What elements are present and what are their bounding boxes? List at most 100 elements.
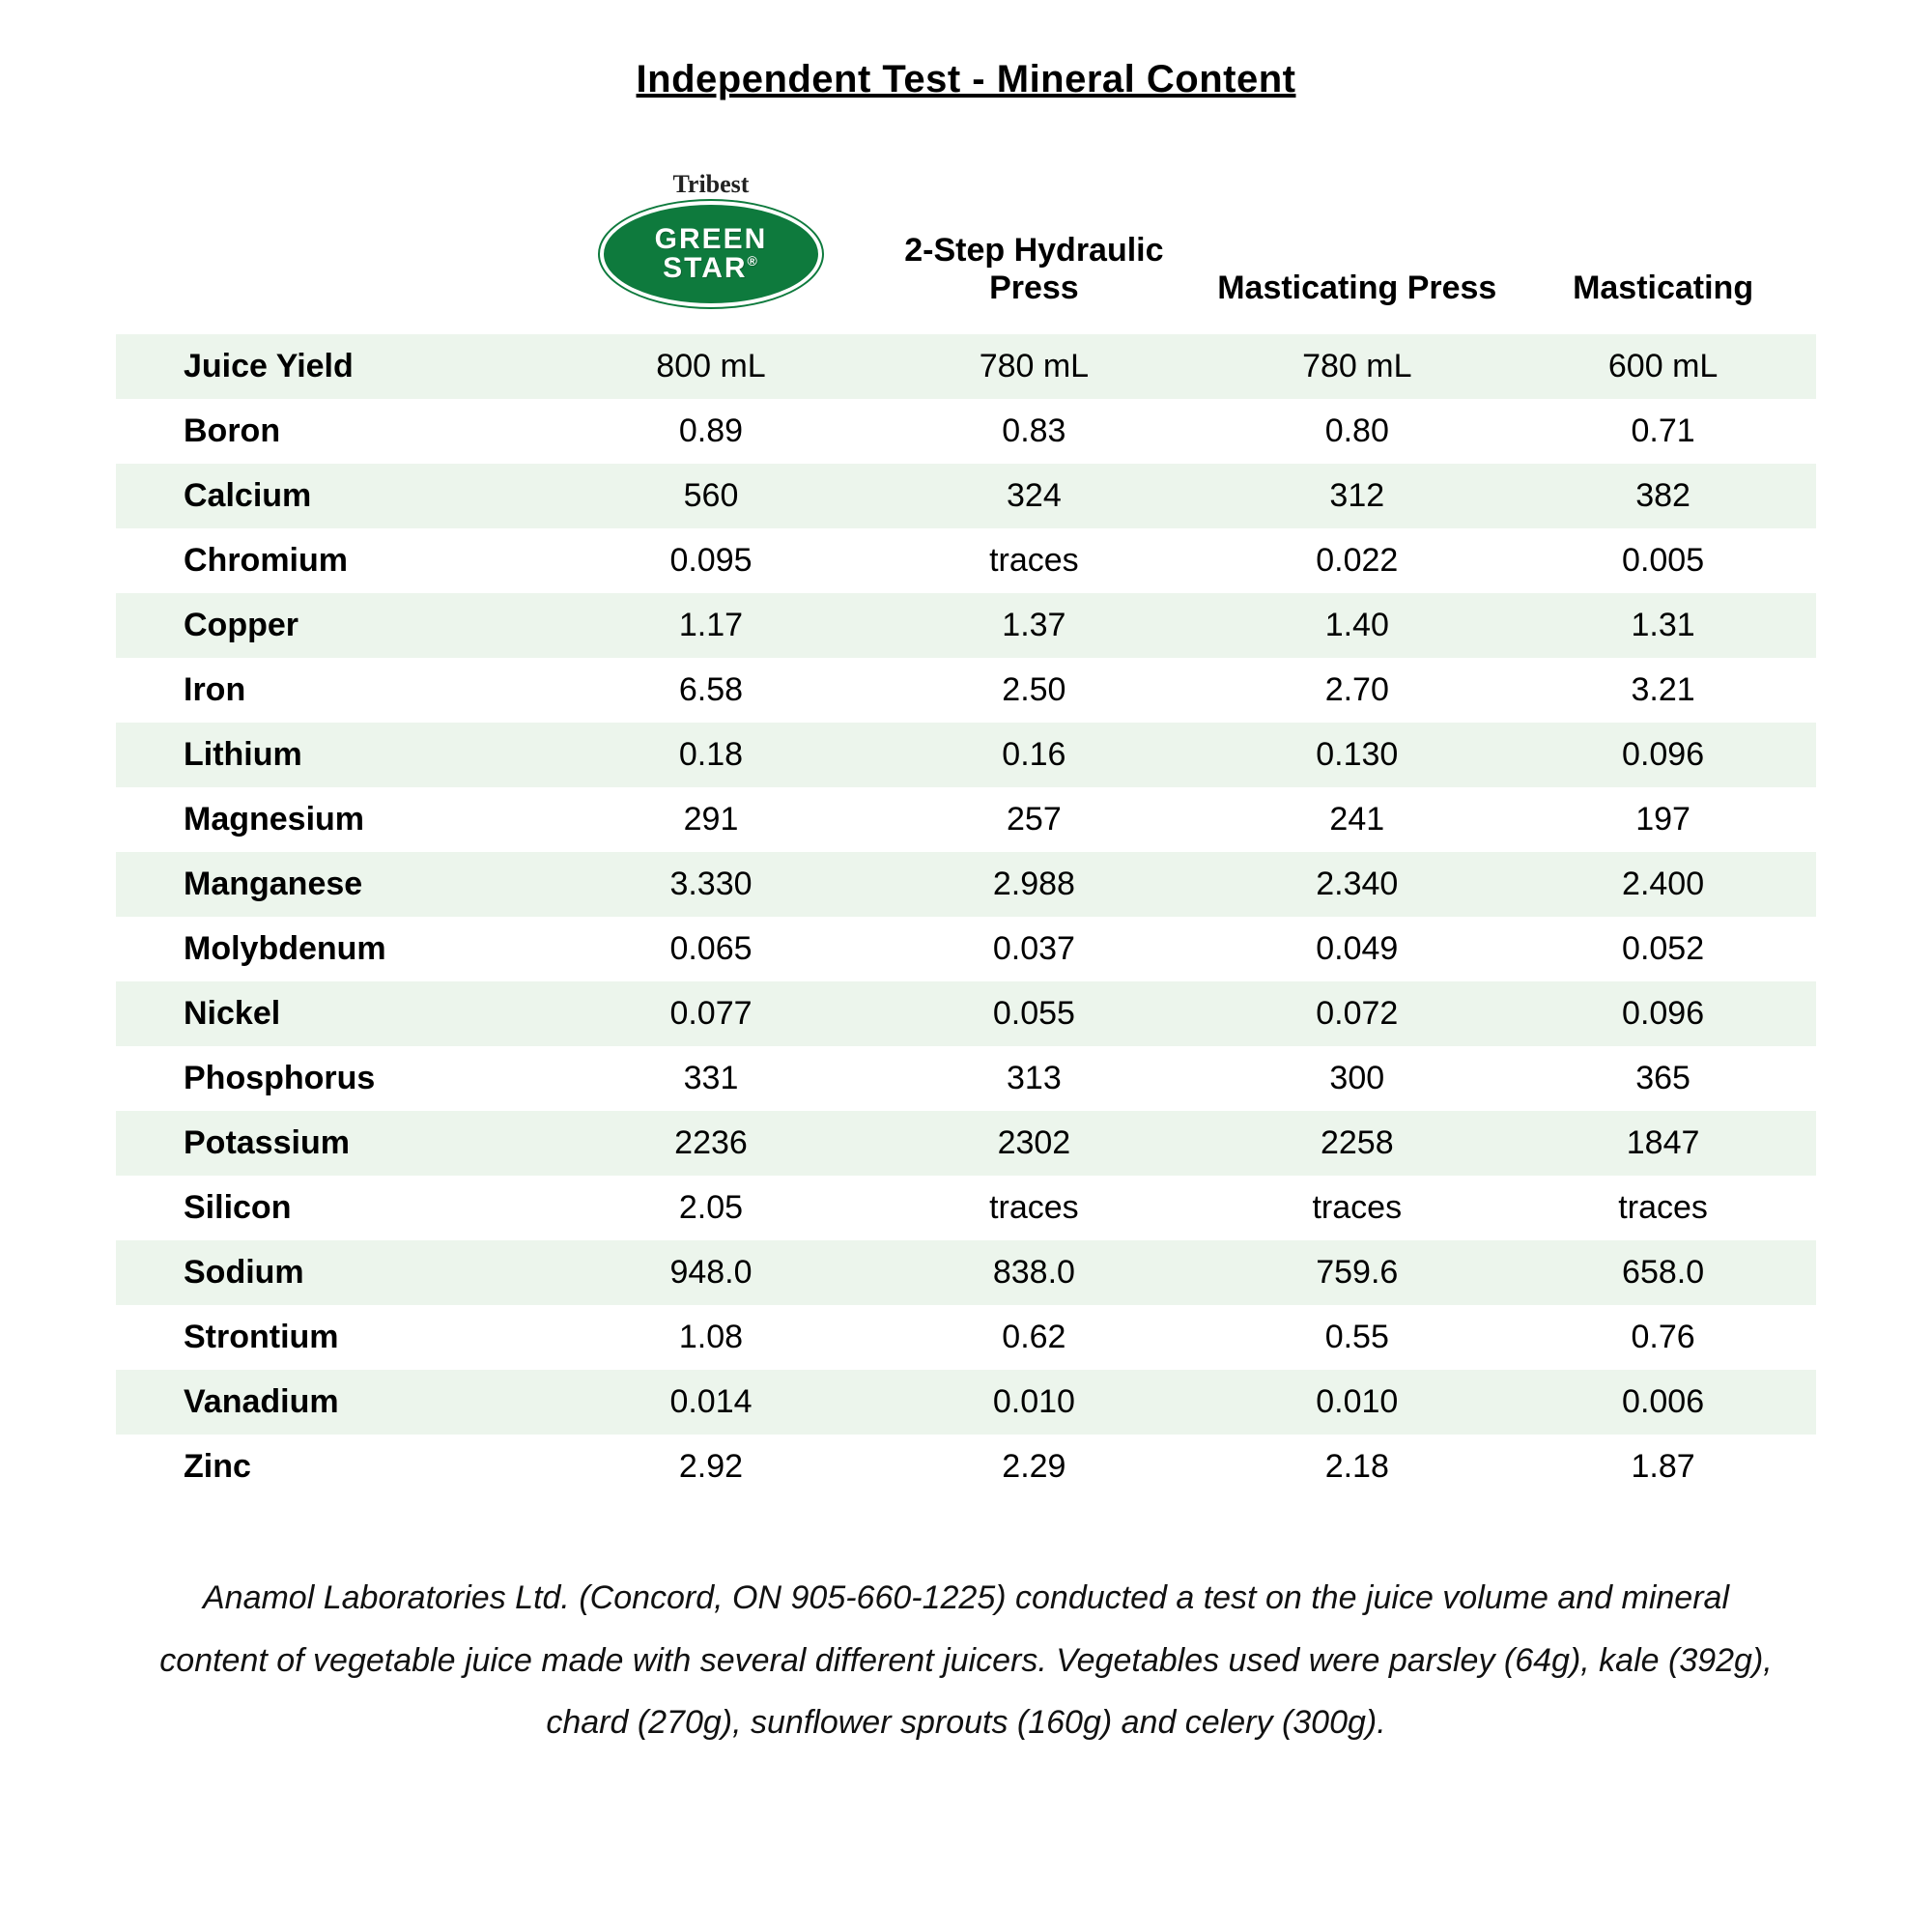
cell-value: 0.052 (1510, 917, 1816, 981)
cell-value: 3.330 (558, 852, 865, 917)
cell-value: 1.37 (864, 593, 1204, 658)
table-row: Silicon2.05tracestracestraces (116, 1176, 1816, 1240)
cell-value: 365 (1510, 1046, 1816, 1111)
greenstar-logo: Tribest GREEN STAR (600, 170, 822, 307)
row-label: Silicon (116, 1176, 558, 1240)
cell-value: 780 mL (1204, 334, 1510, 399)
cell-value: 0.006 (1510, 1370, 1816, 1435)
row-label: Phosphorus (116, 1046, 558, 1111)
cell-value: 291 (558, 787, 865, 852)
cell-value: 382 (1510, 464, 1816, 528)
table-row: Strontium1.080.620.550.76 (116, 1305, 1816, 1370)
logo-top-text: Tribest (673, 170, 750, 199)
column-header-greenstar: Tribest GREEN STAR (558, 150, 865, 334)
cell-value: 2.92 (558, 1435, 865, 1499)
cell-value: traces (864, 1176, 1204, 1240)
cell-value: 324 (864, 464, 1204, 528)
row-label: Chromium (116, 528, 558, 593)
cell-value: 0.010 (1204, 1370, 1510, 1435)
row-label: Zinc (116, 1435, 558, 1499)
cell-value: 0.005 (1510, 528, 1816, 593)
row-label: Lithium (116, 723, 558, 787)
cell-value: 313 (864, 1046, 1204, 1111)
cell-value: 0.014 (558, 1370, 865, 1435)
column-header-hydraulic: 2-Step Hydraulic Press (864, 150, 1204, 334)
cell-value: 0.71 (1510, 399, 1816, 464)
cell-value: 3.21 (1510, 658, 1816, 723)
cell-value: traces (1510, 1176, 1816, 1240)
cell-value: 0.55 (1204, 1305, 1510, 1370)
column-header-masticating-press: Masticating Press (1204, 150, 1510, 334)
table-row: Chromium0.095traces0.0220.005 (116, 528, 1816, 593)
table-row: Manganese3.3302.9882.3402.400 (116, 852, 1816, 917)
cell-value: 2.05 (558, 1176, 865, 1240)
table-row: Juice Yield800 mL780 mL780 mL600 mL (116, 334, 1816, 399)
footer-note: Anamol Laboratories Ltd. (Concord, ON 90… (116, 1567, 1816, 1754)
table-row: Nickel0.0770.0550.0720.096 (116, 981, 1816, 1046)
column-header-masticating: Masticating (1510, 150, 1816, 334)
greenstar-oval-icon: GREEN STAR (600, 201, 822, 307)
cell-value: 600 mL (1510, 334, 1816, 399)
mineral-content-table: Tribest GREEN STAR 2-Step Hydraulic Pres… (116, 150, 1816, 1499)
row-label: Manganese (116, 852, 558, 917)
cell-value: 2.29 (864, 1435, 1204, 1499)
cell-value: 2.70 (1204, 658, 1510, 723)
cell-value: 2.988 (864, 852, 1204, 917)
row-label: Sodium (116, 1240, 558, 1305)
table-row: Calcium560324312382 (116, 464, 1816, 528)
cell-value: 0.130 (1204, 723, 1510, 787)
cell-value: 2.50 (864, 658, 1204, 723)
cell-value: 0.096 (1510, 723, 1816, 787)
table-row: Potassium2236230222581847 (116, 1111, 1816, 1176)
cell-value: 800 mL (558, 334, 865, 399)
row-label: Iron (116, 658, 558, 723)
cell-value: 0.065 (558, 917, 865, 981)
row-label: Vanadium (116, 1370, 558, 1435)
cell-value: 331 (558, 1046, 865, 1111)
cell-value: 0.095 (558, 528, 865, 593)
row-label: Nickel (116, 981, 558, 1046)
table-row: Boron0.890.830.800.71 (116, 399, 1816, 464)
row-label: Calcium (116, 464, 558, 528)
cell-value: 0.096 (1510, 981, 1816, 1046)
cell-value: 0.62 (864, 1305, 1204, 1370)
cell-value: 1847 (1510, 1111, 1816, 1176)
cell-value: 0.072 (1204, 981, 1510, 1046)
row-label: Juice Yield (116, 334, 558, 399)
page-title: Independent Test - Mineral Content (116, 58, 1816, 101)
table-row: Molybdenum0.0650.0370.0490.052 (116, 917, 1816, 981)
cell-value: 300 (1204, 1046, 1510, 1111)
cell-value: 241 (1204, 787, 1510, 852)
cell-value: 312 (1204, 464, 1510, 528)
cell-value: 0.055 (864, 981, 1204, 1046)
table-row: Zinc2.922.292.181.87 (116, 1435, 1816, 1499)
cell-value: 2.340 (1204, 852, 1510, 917)
row-label: Boron (116, 399, 558, 464)
table-row: Phosphorus331313300365 (116, 1046, 1816, 1111)
table-row: Iron6.582.502.703.21 (116, 658, 1816, 723)
cell-value: 257 (864, 787, 1204, 852)
cell-value: 658.0 (1510, 1240, 1816, 1305)
cell-value: 759.6 (1204, 1240, 1510, 1305)
cell-value: 0.16 (864, 723, 1204, 787)
cell-value: 0.83 (864, 399, 1204, 464)
cell-value: 780 mL (864, 334, 1204, 399)
table-row: Copper1.171.371.401.31 (116, 593, 1816, 658)
cell-value: 1.87 (1510, 1435, 1816, 1499)
table-row: Sodium948.0838.0759.6658.0 (116, 1240, 1816, 1305)
cell-value: 1.31 (1510, 593, 1816, 658)
row-label: Molybdenum (116, 917, 558, 981)
cell-value: 948.0 (558, 1240, 865, 1305)
table-row: Lithium0.180.160.1300.096 (116, 723, 1816, 787)
cell-value: 0.18 (558, 723, 865, 787)
cell-value: 6.58 (558, 658, 865, 723)
cell-value: 2.400 (1510, 852, 1816, 917)
cell-value: 0.022 (1204, 528, 1510, 593)
table-row: Vanadium0.0140.0100.0100.006 (116, 1370, 1816, 1435)
cell-value: 2302 (864, 1111, 1204, 1176)
table-row: Magnesium291257241197 (116, 787, 1816, 852)
cell-value: 2236 (558, 1111, 865, 1176)
cell-value: 197 (1510, 787, 1816, 852)
row-label: Copper (116, 593, 558, 658)
cell-value: 0.077 (558, 981, 865, 1046)
